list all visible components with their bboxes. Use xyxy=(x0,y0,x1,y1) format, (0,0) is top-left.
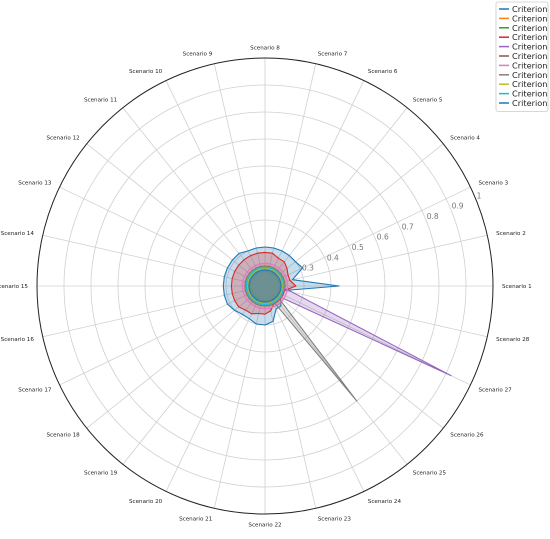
series-layer xyxy=(222,246,452,402)
scenario-label: Scenario 25 xyxy=(413,471,447,477)
series-9-polygon xyxy=(247,268,283,304)
legend-entry: Criterion 3 xyxy=(512,23,550,33)
scenario-label: Scenario 24 xyxy=(368,499,402,505)
scenario-label: Scenario 6 xyxy=(368,69,398,75)
scenario-label: Scenario 13 xyxy=(18,181,52,187)
radial-tick-label: 1 xyxy=(477,191,482,200)
series-11-polygon xyxy=(248,269,282,303)
legend-entry: Criterion 11 xyxy=(512,98,550,108)
scenario-label: Scenario 9 xyxy=(183,52,213,58)
radial-tick-label: 0.3 xyxy=(302,264,314,273)
outer-frame xyxy=(36,57,494,515)
scenario-label: Scenario 21 xyxy=(179,517,213,523)
legend-entry: Criterion 4 xyxy=(512,32,550,42)
scenario-label: Scenario 11 xyxy=(84,98,118,104)
legend-entry: Criterion 6 xyxy=(512,51,550,61)
legend-entry: Criterion 2 xyxy=(512,13,550,23)
legend-entry: Criterion 8 xyxy=(512,70,550,80)
scenario-label: Scenario 22 xyxy=(248,523,281,529)
legend-entry: Criterion 5 xyxy=(512,42,550,52)
scenario-label: Scenario 7 xyxy=(318,52,348,58)
scenario-label: Scenario 23 xyxy=(318,517,352,523)
scenario-label: Scenario 28 xyxy=(496,337,530,343)
grid-circle xyxy=(63,84,467,488)
series-10-polygon xyxy=(245,266,285,306)
scenario-label: Scenario 20 xyxy=(129,499,163,505)
scenario-label: Scenario 8 xyxy=(250,46,280,52)
scenario-label: Scenario 15 xyxy=(0,284,28,290)
grid-circle xyxy=(117,138,413,434)
scenario-label: Scenario 16 xyxy=(1,337,35,343)
scenario-label: Scenario 14 xyxy=(1,231,35,237)
legend: Criterion 1Criterion 2Criterion 3Criteri… xyxy=(495,1,550,112)
legend-entry: Criterion 1 xyxy=(512,4,550,14)
radial-tick-label: 0.9 xyxy=(452,202,464,211)
scenario-label: Scenario 4 xyxy=(450,135,480,141)
radial-tick-label: 0.6 xyxy=(377,233,389,242)
legend-entry: Criterion 10 xyxy=(512,89,550,99)
scenario-label: Scenario 1 xyxy=(502,284,532,290)
scenario-label: Scenario 26 xyxy=(450,433,484,439)
radial-tick-label: 0.5 xyxy=(352,243,364,252)
legend-entry: Criterion 7 xyxy=(512,60,550,70)
scenario-label: Scenario 27 xyxy=(479,388,513,394)
radial-tick-label: 0.8 xyxy=(427,212,439,221)
legend-entry: Criterion 9 xyxy=(512,79,550,89)
grid-circle xyxy=(171,192,359,380)
scenario-label: Scenario 18 xyxy=(46,433,80,439)
scenario-label: Scenario 2 xyxy=(496,231,526,237)
scenario-label: Scenario 10 xyxy=(129,69,163,75)
series-8-polygon xyxy=(249,270,358,402)
polar-grid xyxy=(36,57,494,515)
axis-labels: 0.3 0.4 0.5 0.6 0.7 0.8 0.9 1 Scenario 1 Scenario… xyxy=(0,46,532,529)
grid-circle xyxy=(144,165,386,407)
scenario-label: Scenario 5 xyxy=(413,98,443,104)
grid-circle xyxy=(198,219,332,353)
grid-circle xyxy=(90,111,440,461)
radial-tick-label: 0.4 xyxy=(327,253,339,262)
scenario-label: Scenario 19 xyxy=(84,471,118,477)
scenario-label: Scenario 12 xyxy=(46,135,79,141)
scenario-label: Scenario 17 xyxy=(18,388,52,394)
radial-tick-label: 0.7 xyxy=(402,222,414,231)
scenario-label: Scenario 3 xyxy=(479,181,509,187)
